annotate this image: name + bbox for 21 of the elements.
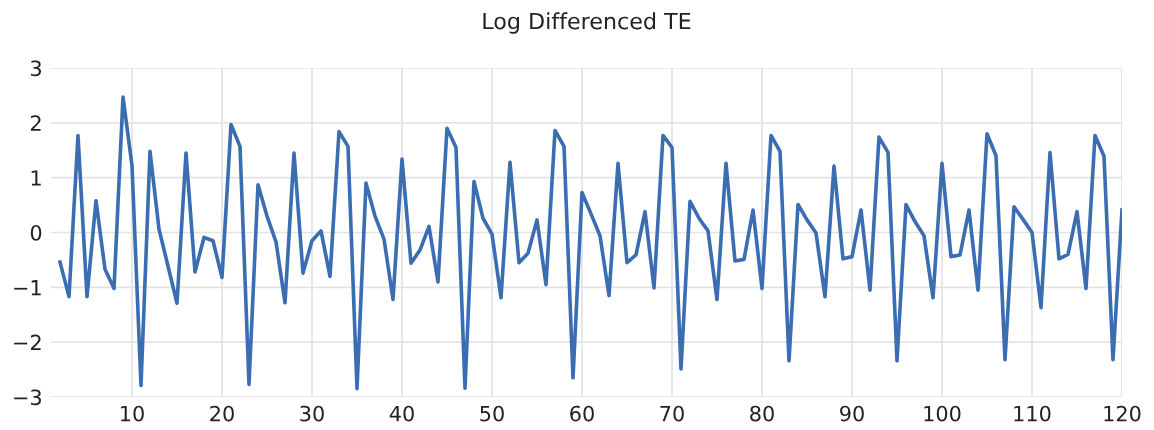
y-tick-label: 3 [31, 60, 41, 77]
x-tick-label: 50 [480, 405, 504, 422]
x-tick-label: 30 [300, 405, 324, 422]
y-tick-label: 2 [30, 115, 41, 131]
y-tick-label: −1 [14, 280, 41, 296]
y-tick-label: −2 [14, 334, 41, 351]
line-series [58, 95, 1122, 391]
x-tick-label: 100 [924, 405, 961, 422]
x-tick-label: 60 [570, 405, 594, 422]
chart-title: Log Differenced TE [483, 12, 691, 34]
x-tick-label: 10 [121, 405, 144, 422]
x-tick-label: 20 [210, 405, 234, 422]
x-tick-label: 70 [660, 405, 684, 422]
x-tick-label: 80 [750, 405, 774, 422]
y-tick-label: 1 [31, 170, 41, 186]
y-tick-label: 0 [30, 224, 42, 241]
x-tick-label: 90 [840, 405, 864, 422]
x-tick-label: 110 [1014, 405, 1051, 422]
x-tick-label: 120 [1104, 405, 1141, 422]
x-tick-label: 40 [389, 405, 414, 422]
y-tick-label: −3 [14, 389, 41, 406]
